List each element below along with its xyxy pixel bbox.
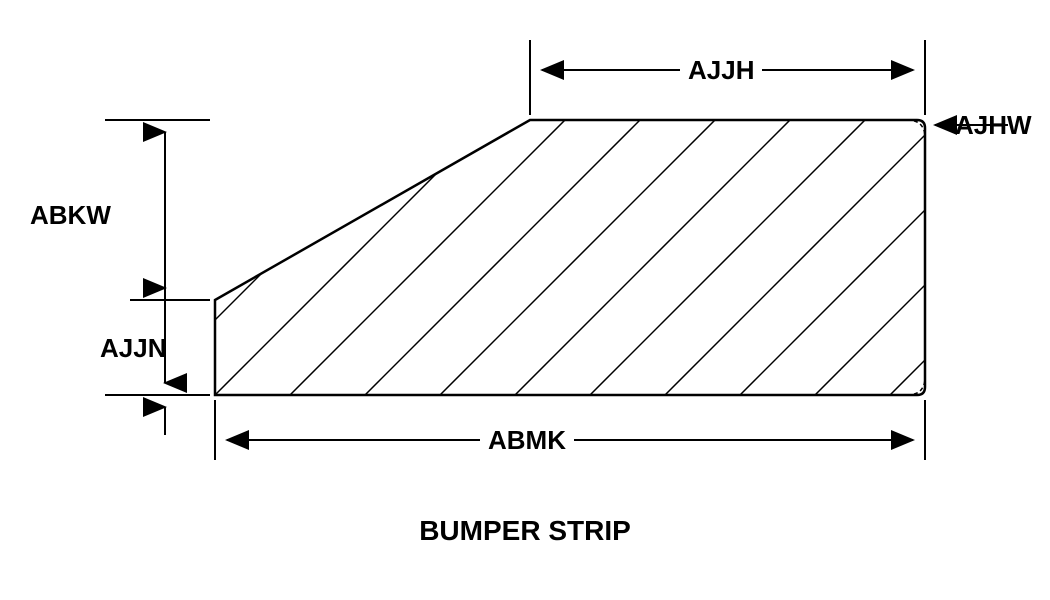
label-ajjh: AJJH bbox=[680, 55, 762, 86]
label-ajhw: AJHW bbox=[955, 110, 1032, 141]
label-abkw: ABKW bbox=[30, 200, 111, 231]
label-ajjn: AJJN bbox=[100, 333, 166, 364]
diagram-title: BUMPER STRIP bbox=[0, 515, 1050, 547]
label-abmk: ABMK bbox=[480, 425, 574, 456]
hatch-pattern bbox=[140, 45, 1050, 395]
bumper-outline bbox=[215, 120, 925, 395]
diagram-container: ABKW AJJN ABMK AJJH AJHW BUMPER STRIP bbox=[0, 0, 1050, 600]
technical-drawing-svg bbox=[0, 0, 1050, 600]
